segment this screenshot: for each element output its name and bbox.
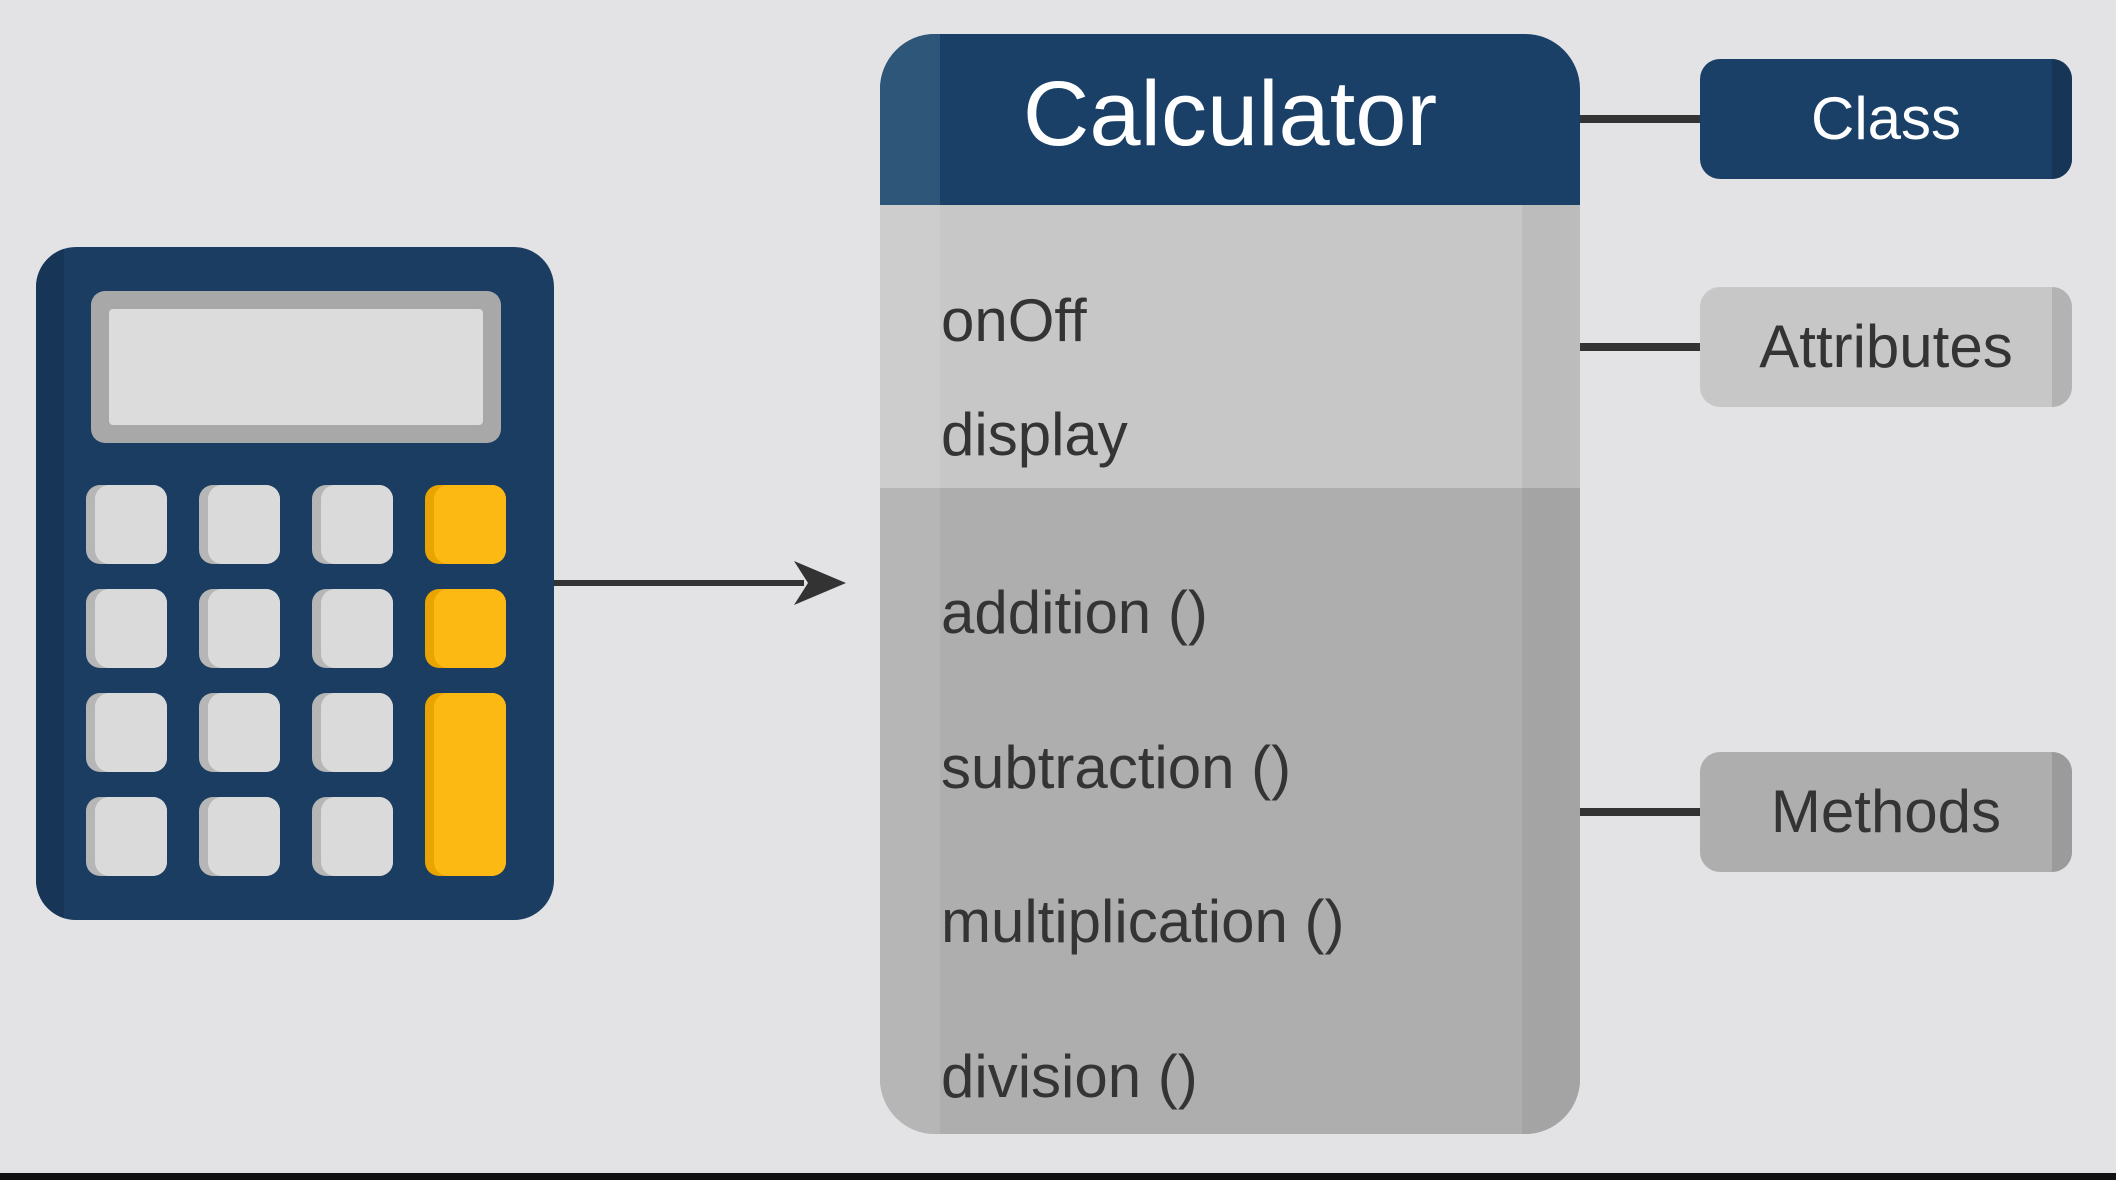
calculator-key — [86, 797, 167, 876]
attributes-connector-line — [1580, 343, 1700, 351]
class-connector-line — [1580, 115, 1700, 123]
methods-shade-left — [880, 488, 940, 1134]
calculator-key — [312, 693, 393, 772]
attributes-shade-left — [880, 205, 940, 488]
calculator-operator-key — [425, 589, 506, 668]
class-header-shade — [880, 34, 940, 205]
class-label-edge — [2052, 59, 2072, 179]
calculator-icon — [36, 247, 554, 920]
method-item: multiplication () — [941, 888, 1345, 955]
class-label-tag: Class — [1700, 59, 2072, 179]
class-name: Calculator — [1022, 63, 1438, 165]
attributes-label-text: Attributes — [1759, 313, 2013, 380]
calculator-key — [86, 589, 167, 668]
attribute-item: onOff — [941, 287, 1087, 354]
attributes-label-tag: Attributes — [1700, 287, 2072, 407]
calculator-equals-key — [425, 693, 506, 876]
calculator-key — [199, 485, 280, 564]
method-item: subtraction () — [941, 734, 1292, 801]
uml-class-box: Calculator onOff display addition () sub… — [880, 34, 1580, 1134]
attributes-label-edge — [2052, 287, 2072, 407]
calculator-key — [86, 485, 167, 564]
calculator-key — [312, 485, 393, 564]
calculator-operator-key — [425, 485, 506, 564]
arrow-right-icon — [554, 561, 846, 605]
class-header: Calculator — [880, 34, 1580, 205]
methods-label-edge — [2052, 752, 2072, 872]
methods-label-text: Methods — [1770, 778, 2002, 845]
method-item: addition () — [941, 579, 1208, 646]
methods-section: addition () subtraction () multiplicatio… — [880, 488, 1580, 1134]
calculator-key — [199, 797, 280, 876]
calculator-screen-panel — [109, 309, 483, 425]
calculator-key — [199, 589, 280, 668]
calculator-screen — [91, 291, 501, 443]
methods-label-tag: Methods — [1700, 752, 2072, 872]
calculator-key — [312, 589, 393, 668]
calculator-key — [199, 693, 280, 772]
methods-connector-line — [1580, 808, 1700, 816]
attribute-item: display — [941, 401, 1128, 468]
calculator-key — [312, 797, 393, 876]
method-item: division () — [941, 1043, 1198, 1110]
calculator-key — [86, 693, 167, 772]
class-label-text: Class — [1810, 85, 1962, 152]
attributes-section: onOff display — [880, 205, 1580, 488]
attributes-shade-right — [1522, 205, 1580, 488]
calculator-body-shade — [36, 247, 64, 920]
methods-shade-right — [1522, 488, 1580, 1134]
